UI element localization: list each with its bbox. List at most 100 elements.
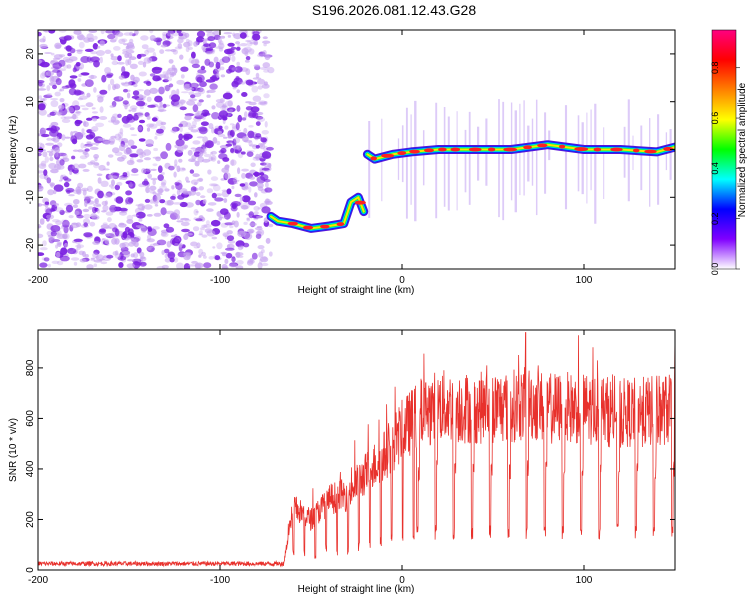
noise-speckle (133, 252, 139, 259)
noise-speckle (213, 56, 219, 63)
noise-speckle (229, 109, 234, 113)
noise-speckle (164, 253, 168, 259)
noise-speckle (196, 242, 201, 249)
noise-speckle (163, 73, 169, 80)
noise-speckle (92, 43, 99, 50)
noise-speckle (63, 181, 70, 188)
noise-speckle (103, 255, 107, 259)
noise-speckle (192, 104, 199, 113)
noise-speckle (106, 254, 114, 259)
noise-speckle (110, 172, 120, 176)
noise-speckle (69, 170, 73, 176)
noise-speckle (49, 156, 54, 162)
noise-speckle (125, 190, 132, 196)
noise-speckle (167, 30, 176, 34)
noise-speckle (52, 69, 61, 73)
noise-speckle (110, 175, 118, 179)
noise-speckle (114, 120, 121, 124)
noise-speckle (146, 214, 153, 217)
noise-speckle (248, 222, 257, 227)
noise-speckle (254, 192, 258, 198)
noise-speckle (118, 136, 124, 143)
noise-speckle (221, 56, 231, 63)
noise-speckle (191, 120, 197, 126)
noise-speckle (85, 134, 94, 140)
noise-speckle (81, 128, 85, 133)
noise-speckle (181, 167, 186, 171)
ridge-peak (523, 145, 532, 150)
noise-speckle (147, 104, 156, 108)
noise-speckle (127, 259, 134, 262)
noise-speckle (177, 43, 183, 49)
noise-speckle (113, 96, 124, 102)
noise-speckle (75, 111, 82, 114)
noise-speckle (225, 143, 233, 147)
noise-speckle (128, 181, 136, 189)
noise-speckle (220, 208, 229, 216)
noise-speckle (129, 38, 134, 44)
noise-speckle (141, 44, 149, 50)
noise-speckle (48, 30, 56, 34)
noise-speckle (79, 155, 88, 160)
noise-speckle (38, 88, 47, 91)
noise-speckle (206, 94, 211, 98)
noise-speckle (52, 203, 60, 206)
noise-speckle (68, 194, 75, 197)
noise-speckle (252, 33, 261, 41)
noise-speckle (220, 66, 225, 71)
noise-speckle (231, 185, 235, 190)
noise-speckle (122, 231, 128, 239)
noise-speckle (253, 40, 259, 46)
noise-speckle (205, 30, 213, 33)
noise-speckle (130, 237, 134, 241)
noise-speckle (111, 237, 118, 245)
noise-speckle (64, 242, 69, 248)
noise-speckle (119, 144, 126, 152)
noise-speckle (257, 262, 263, 269)
snr-panel: -200 -100 0 100 0 200 400 600 800 Height of stra… (8, 329, 676, 595)
noise-speckle (198, 186, 204, 191)
noise-speckle (104, 49, 112, 54)
noise-speckle (39, 43, 48, 49)
noise-speckle (260, 162, 267, 166)
noise-speckle (176, 30, 182, 34)
x-tick-label: -100 (210, 275, 230, 286)
noise-speckle (71, 222, 78, 225)
noise-speckle (99, 228, 107, 233)
noise-speckle (196, 191, 201, 197)
noise-speckle (44, 52, 52, 54)
noise-speckle (246, 151, 254, 158)
noise-speckle (43, 257, 50, 262)
noise-speckle (232, 138, 237, 147)
noise-speckle (50, 60, 55, 63)
noise-speckle (247, 200, 257, 206)
noise-speckle (38, 82, 43, 87)
noise-speckle (69, 75, 78, 79)
noise-speckle (208, 255, 215, 260)
noise-speckle (146, 127, 151, 132)
noise-speckle (126, 159, 135, 166)
noise-speckle (96, 254, 104, 262)
noise-speckle (194, 182, 198, 186)
noise-speckle (47, 189, 55, 196)
noise-speckle (237, 245, 243, 251)
noise-speckle (63, 35, 72, 41)
noise-speckle (190, 241, 198, 247)
noise-speckle (101, 74, 107, 83)
noise-speckle (56, 241, 63, 246)
noise-speckle (152, 199, 159, 205)
y-tick-label: 20 (25, 48, 36, 60)
noise-speckle (176, 220, 184, 223)
noise-speckle (113, 83, 121, 90)
noise-speckle (189, 82, 199, 89)
x-tick-label: 100 (576, 575, 593, 586)
noise-speckle (173, 67, 178, 74)
noise-speckle (180, 74, 185, 79)
noise-speckle (200, 65, 206, 71)
noise-speckle (147, 228, 157, 236)
noise-speckle (257, 186, 264, 192)
noise-speckle (196, 136, 204, 139)
noise-speckle (200, 121, 209, 126)
noise-speckle (229, 123, 235, 126)
noise-speckle (154, 135, 158, 140)
